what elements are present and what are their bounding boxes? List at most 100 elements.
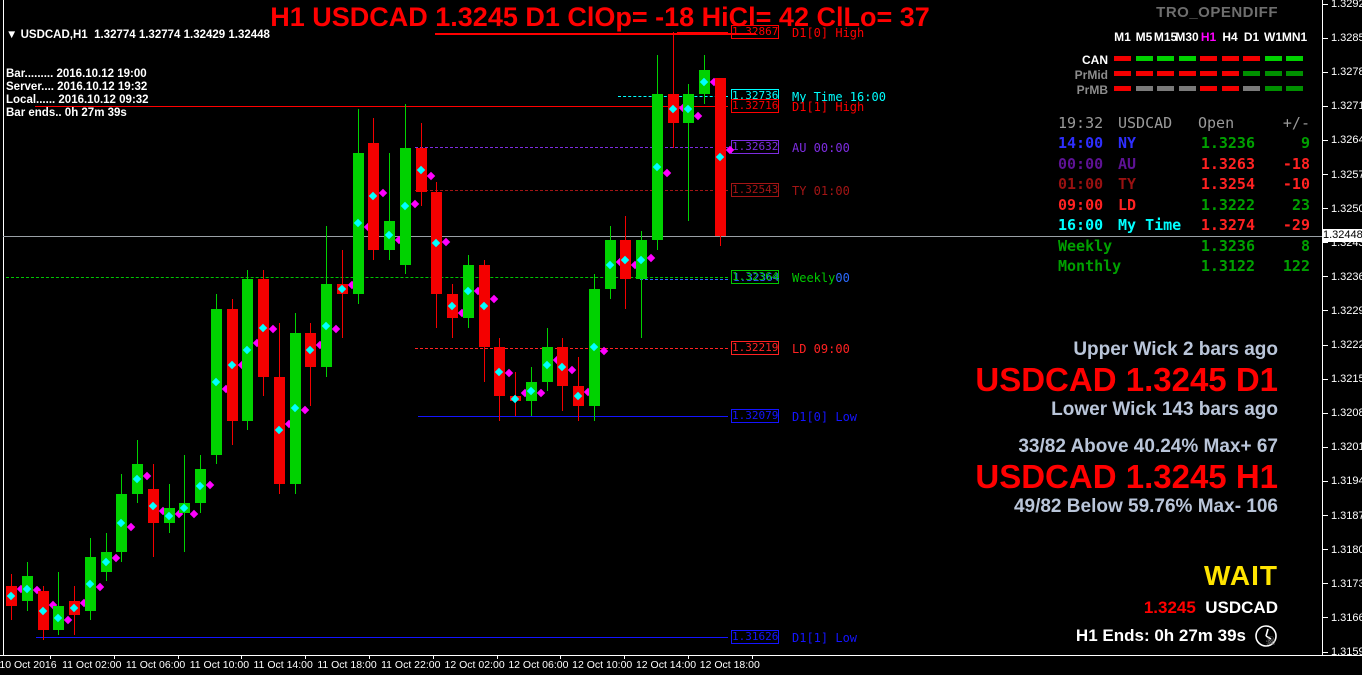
info-row: Bar......... 2016.10.12 19:00 <box>6 68 147 80</box>
session-open-table: 19:32 USDCAD Open +/- 14:00 NY 1.3236 9 00:00 AU 1… <box>1050 108 1315 278</box>
time-tick-mark <box>496 655 498 659</box>
marker-magenta-diamond <box>426 171 435 180</box>
level-price-box: 1.32632 <box>731 139 779 154</box>
time-tick-label: 11 Oct 02:00 <box>62 659 122 671</box>
time-tick-label: 11 Oct 18:00 <box>317 659 377 671</box>
price-tick-mark <box>1323 617 1328 619</box>
session-row-name: Weekly <box>1058 236 1113 255</box>
price-tick-mark <box>1323 71 1328 73</box>
price-tick-label: 1.32575 <box>1331 168 1362 181</box>
marker-magenta-diamond <box>662 168 671 178</box>
skull-icon: ☠ <box>1265 634 1276 648</box>
legend-timeframe-label: D1 <box>1243 30 1260 44</box>
marker-magenta-diamond <box>599 347 608 356</box>
price-tick-label: 1.31595 <box>1331 646 1362 658</box>
session-row-name: Monthly <box>1058 257 1122 275</box>
session-row-diff: 122 <box>1282 257 1310 275</box>
signal-ends-row: H1 Ends: 0h 27m 39s <box>1076 624 1278 648</box>
marker-magenta-diamond <box>505 368 514 378</box>
level-label: Weekly00 <box>792 271 850 286</box>
legend-dash <box>1200 71 1217 76</box>
chart-area: 1.32867 D1[0] High 1.32736 My Time 16:00 1.3… <box>3 0 1322 655</box>
marker-magenta-diamond <box>95 582 104 592</box>
session-row-open: 1.3222 <box>1200 195 1255 214</box>
time-tick-mark <box>241 655 243 659</box>
time-tick-mark <box>624 655 626 659</box>
session-row-time: 01:00 <box>1058 175 1104 193</box>
session-row-diff: 23 <box>1291 195 1310 214</box>
session-row-diff: -29 <box>1282 216 1310 234</box>
bar-ends-countdown: H1 Ends: 0h 27m 39s <box>1075 626 1246 645</box>
table-header-time: 19:32 <box>1058 114 1104 132</box>
upper-wick-text: Upper Wick 2 bars ago <box>1073 339 1278 360</box>
level-label: AU 00:00 <box>792 140 850 155</box>
legend-dash <box>1243 86 1260 91</box>
signal-price-row: 1.3245 USDCAD <box>1076 598 1278 618</box>
legend-dash <box>1286 71 1303 76</box>
time-tick-mark <box>305 655 307 659</box>
legend-timeframe-label: M30 <box>1175 30 1199 44</box>
session-row-time: 14:00 <box>1058 134 1104 152</box>
legend-dash <box>1221 56 1239 61</box>
axis-separator-vertical <box>1322 0 1323 655</box>
price-axis[interactable]: 1.32925 1.32855 1.32785 1.32715 1.32645 1.325… <box>1322 0 1362 658</box>
chart-title-pre: H1 USDCAD <box>270 2 436 32</box>
session-row-name: TY <box>1118 175 1137 193</box>
ohlc-values: 1.32774 1.32774 1.32429 1.32448 <box>94 29 270 41</box>
time-tick-label: 11 Oct 10:00 <box>189 659 250 671</box>
session-row-open: 1.3236 <box>1200 236 1255 255</box>
candle-wick <box>389 152 390 260</box>
time-tick-label: 11 Oct 14:00 <box>253 659 313 671</box>
level-line <box>415 146 728 148</box>
price-tick-label: 1.32505 <box>1331 202 1362 215</box>
level-label: D1[1] Low <box>792 630 858 645</box>
info-row: Local...... 2016.10.12 09:32 <box>6 94 149 106</box>
lower-wick-text: Lower Wick 143 bars ago <box>1051 399 1278 420</box>
marker-magenta-diamond <box>568 365 577 375</box>
price-tick-mark <box>1323 515 1328 517</box>
price-tick-label: 1.32155 <box>1331 373 1362 386</box>
time-tick-label: 11 Oct 22:00 <box>381 659 441 671</box>
price-tick-label: 1.32085 <box>1331 407 1362 420</box>
marker-magenta-diamond <box>379 189 388 198</box>
price-tick-label: 1.32715 <box>1331 100 1362 113</box>
chart-title-underlined: 1.3245 D1 ClOp= -18 HiCl <box>435 2 756 35</box>
price-tick-label: 1.32785 <box>1331 66 1362 79</box>
level-line-secondary <box>640 279 728 281</box>
time-tick-mark <box>113 655 115 659</box>
legend-timeframe-label: M1 <box>1114 30 1131 44</box>
info-panel: ▼ USDCAD,H1 1.32774 1.32774 1.32429 1.32… <box>6 3 270 146</box>
h1-summary-text: USDCAD 1.3245 H1 <box>975 458 1278 495</box>
legend-dash <box>1264 71 1282 76</box>
level-label: D1[1] High <box>792 99 865 114</box>
time-axis[interactable]: 10 Oct 2016 11 Oct 02:00 11 Oct 06:00 11 Oc… <box>0 655 1362 675</box>
table-header-open: Open <box>1198 114 1235 132</box>
signal-symbol: USDCAD <box>1205 598 1278 617</box>
session-row-open: 1.3254 <box>1200 175 1255 193</box>
price-tick-label: 1.31735 <box>1331 577 1362 590</box>
time-tick-mark <box>50 655 51 659</box>
price-tick-mark <box>1323 105 1328 107</box>
legend-dash <box>1221 86 1239 91</box>
legend-dash <box>1200 56 1217 61</box>
marker-magenta-diamond <box>111 553 120 563</box>
price-tick-mark <box>1323 139 1328 141</box>
current-price-tag: 1.32448 <box>1323 229 1362 243</box>
time-tick-label: 12 Oct 18:00 <box>699 659 760 671</box>
level-label-suffix: 00 <box>835 271 850 286</box>
level-line <box>418 416 728 418</box>
timeframe-legend: M1 M5 M15 M30 H1 H4 D1 W1 MN1 CAN PrMid PrMB <box>1060 25 1310 97</box>
legend-dash <box>1200 86 1217 91</box>
price-tick-label: 1.31805 <box>1331 543 1362 556</box>
chart-title-post: = 42 ClLo= 37 <box>755 2 930 32</box>
signal-block: WAIT 1.3245 USDCAD H1 Ends: 0h 27m 39s ☠ <box>1076 560 1278 648</box>
level-line <box>6 277 728 279</box>
session-row-open: 1.3236 <box>1200 134 1255 152</box>
candle-wick <box>515 371 516 416</box>
level-line <box>36 636 728 638</box>
marker-magenta-diamond <box>268 324 278 334</box>
level-price-box: 1.32867 <box>731 25 779 40</box>
symbol-dropdown-icon[interactable]: ▼ <box>6 29 18 41</box>
price-tick-mark <box>1323 378 1328 380</box>
